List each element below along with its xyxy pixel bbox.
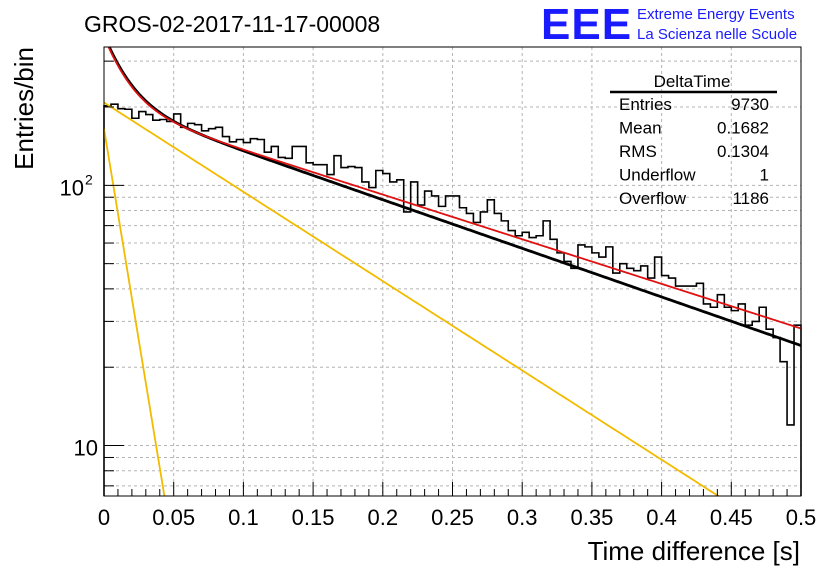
x-tick-label: 0.15	[292, 505, 335, 530]
y-tick-exponent: 2	[85, 171, 93, 187]
x-tick-label: 0.2	[368, 505, 399, 530]
x-axis-label: Time difference [s]	[588, 536, 800, 566]
stats-rows: Entries 9730 Mean 0.1682 RMS 0.1304 Underflow 1…	[619, 95, 769, 208]
x-tick-label: 0.25	[431, 505, 474, 530]
histogram	[103, 103, 802, 496]
x-tick-label: 0.45	[710, 505, 753, 530]
stats-value: 1186	[732, 189, 769, 208]
y-axis-label: Entries/bin	[9, 47, 39, 170]
x-tick-label: 0.35	[570, 505, 613, 530]
x-tick-label: 0	[98, 505, 110, 530]
chart-title: GROS-02-2017-11-17-00008	[84, 11, 380, 37]
x-tick-label: 0.3	[507, 505, 538, 530]
stats-value: 9730	[731, 95, 769, 114]
stats-label: Underflow	[619, 166, 696, 185]
stats-label: Overflow	[619, 189, 687, 208]
tick-labels: 0 0.05 0.1 0.15 0.2 0.25 0.3 0.35 0.4 0.45 0.5 10 10…	[60, 171, 817, 530]
histogram-outline	[103, 103, 802, 496]
y-tick-label: 10	[60, 175, 84, 200]
y-tick-label: 10	[74, 436, 98, 461]
stats-value: 0.1682	[717, 119, 769, 138]
stats-label: RMS	[619, 142, 657, 161]
eee-logo-mark: EEE	[541, 0, 632, 49]
stats-label: Mean	[619, 119, 662, 138]
fit-functions	[104, 47, 801, 496]
eee-logo: EEE Extreme Energy Events La Scienza nel…	[541, 0, 797, 49]
logo-line-2: La Scienza nelle Scuole	[637, 26, 797, 43]
stats-box-title: DeltaTime	[654, 72, 731, 91]
x-tick-label: 0.1	[228, 505, 259, 530]
stats-value: 0.1304	[717, 142, 769, 161]
logo-line-1: Extreme Energy Events	[637, 6, 795, 23]
fit-curve-fit_red	[107, 47, 801, 330]
stats-label: Entries	[619, 95, 672, 114]
fit-curve-slow_component	[104, 101, 720, 496]
axis-ticks	[103, 60, 802, 496]
x-tick-label: 0.5	[786, 505, 817, 530]
x-tick-label: 0.4	[646, 505, 677, 530]
stats-box: DeltaTime Entries 9730 Mean 0.1682 RMS 0.1304…	[610, 72, 777, 208]
x-tick-label: 0.05	[152, 505, 195, 530]
stats-value: 1	[760, 166, 769, 185]
